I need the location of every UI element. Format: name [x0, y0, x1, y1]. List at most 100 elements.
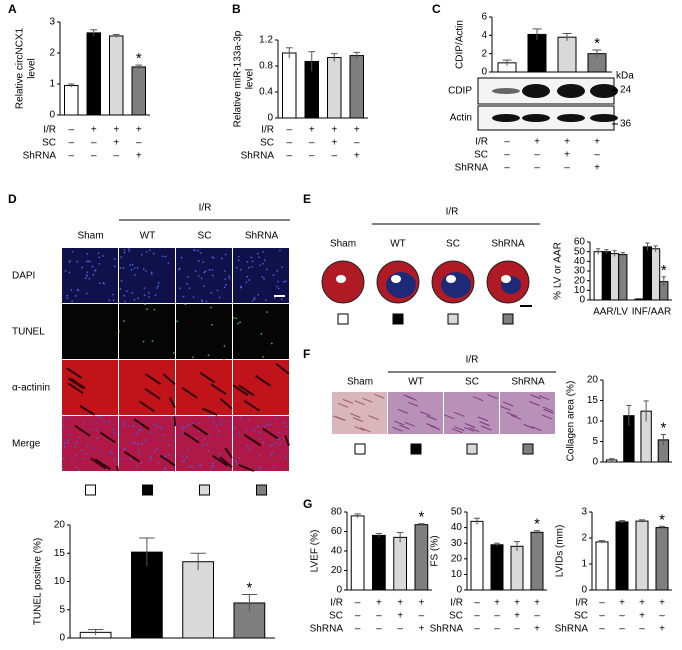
tissue-streak: [362, 397, 373, 403]
nucleus: [71, 458, 74, 461]
nucleus: [132, 424, 134, 427]
condition-sign: +: [564, 150, 570, 161]
tissue-streak: [333, 415, 344, 421]
y-tick-label: 10: [574, 285, 586, 296]
nucleus: [253, 296, 256, 299]
nucleus: [74, 446, 77, 448]
condition-sign: –: [534, 163, 540, 174]
nucleus: [269, 444, 272, 447]
nucleus: [107, 421, 110, 423]
error-bar: [532, 28, 542, 40]
nucleus: [69, 433, 71, 436]
nucleus: [112, 293, 114, 296]
panel-letter: F: [303, 347, 310, 361]
bar: [109, 35, 124, 116]
nucleus: [280, 298, 283, 301]
nucleus: [238, 432, 241, 435]
panel-letter: D: [8, 192, 17, 206]
y-tick-label: 30: [574, 266, 586, 277]
nucleus: [71, 300, 74, 303]
bar: [527, 33, 547, 73]
nucleus: [164, 466, 167, 469]
nucleus: [251, 260, 254, 263]
group-label: SC: [465, 377, 479, 388]
nucleus: [248, 279, 250, 281]
nucleus: [152, 252, 155, 255]
condition-sign: +: [639, 611, 645, 622]
nucleus: [279, 442, 282, 445]
tissue-streak: [464, 423, 476, 428]
bar: [131, 551, 163, 639]
tunel-dot: [235, 317, 238, 320]
y-axis-label: Collagen area (%): [566, 381, 577, 462]
tissue-streak: [392, 426, 403, 432]
nucleus: [156, 425, 159, 428]
nucleus: [285, 280, 287, 283]
nucleus: [194, 270, 197, 273]
y-tick-label: 2: [49, 48, 55, 59]
tissue-streak: [523, 423, 534, 429]
nucleus: [87, 260, 90, 263]
nucleus: [240, 285, 243, 288]
error-bar: [418, 523, 425, 526]
y-tick-label: 0.4: [259, 87, 273, 98]
tunel-dot: [146, 308, 148, 311]
nucleus: [256, 252, 259, 255]
condition-sign: –: [68, 125, 74, 136]
nucleus: [262, 250, 265, 253]
row-label: TUNEL: [12, 327, 45, 338]
condition-sign: –: [619, 611, 625, 622]
y-tick-label: 0: [49, 110, 55, 121]
nucleus: [149, 459, 152, 462]
condition-label: SC: [449, 611, 463, 622]
nucleus: [160, 427, 162, 429]
histology: [332, 392, 387, 434]
nucleus: [182, 460, 185, 463]
nucleus: [150, 271, 153, 274]
fiber-streak: [219, 398, 233, 410]
error-bar: [139, 537, 155, 567]
tissue-streak: [342, 398, 354, 404]
nucleus: [201, 300, 204, 303]
nucleus: [208, 416, 210, 419]
bar: [470, 520, 484, 591]
fiber-streak: [238, 384, 255, 397]
condition-sign: –: [113, 151, 119, 162]
nucleus: [122, 424, 125, 427]
nucleus: [86, 271, 89, 274]
nucleus: [133, 267, 136, 269]
y-tick-label: 2: [581, 533, 587, 544]
nucleus: [195, 437, 198, 440]
nucleus: [123, 448, 126, 450]
group-swatch: [502, 313, 514, 325]
nucleus: [95, 422, 97, 425]
nucleus: [92, 273, 95, 276]
nucleus: [170, 416, 173, 418]
y-axis-label: FS (%): [430, 535, 441, 566]
group-swatch: [199, 484, 210, 496]
nucleus: [132, 441, 135, 444]
condition-sign: –: [474, 611, 480, 622]
nucleus: [181, 454, 184, 457]
condition-label: I/R: [43, 125, 56, 136]
nucleus: [269, 454, 272, 457]
nucleus: [199, 464, 202, 467]
nucleus: [119, 267, 122, 269]
tissue-streak: [487, 394, 498, 400]
nucleus: [197, 249, 199, 252]
group-label: ShRNA: [511, 377, 545, 388]
nucleus: [109, 451, 112, 454]
nucleus: [70, 289, 73, 291]
fiber-streak: [159, 454, 176, 467]
tunel-dot: [237, 322, 239, 325]
micrograph: [119, 248, 175, 303]
condition-label: I/R: [330, 598, 343, 609]
nucleus: [96, 437, 99, 439]
tissue-streak: [529, 401, 540, 406]
nucleus: [62, 467, 65, 470]
nucleus: [272, 465, 275, 468]
nucleus: [285, 425, 288, 428]
tissue-streak: [464, 426, 475, 432]
error-bar: [653, 245, 658, 252]
fiber-streak: [238, 464, 255, 472]
